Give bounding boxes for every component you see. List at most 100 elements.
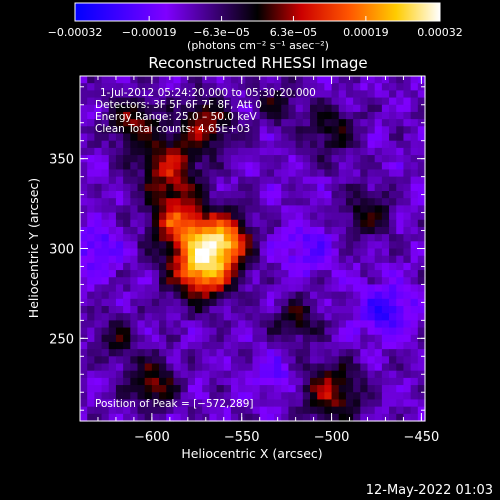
heatmap-cell — [173, 298, 182, 307]
heatmap-cell — [252, 349, 261, 357]
heatmap-cell — [295, 90, 304, 99]
heatmap-cell — [80, 349, 88, 357]
heatmap-cell — [353, 111, 361, 120]
heatmap-cell — [115, 406, 124, 415]
heatmap-cell — [410, 126, 419, 135]
heatmap-cell — [195, 241, 203, 250]
heatmap-cell — [389, 377, 397, 386]
x-axis-ticks: −600 −550 −500 −450 — [97, 76, 439, 445]
heatmap-cell — [417, 385, 426, 393]
heatmap-cell — [360, 176, 369, 185]
heatmap-cell — [223, 392, 232, 401]
heatmap-cell — [245, 377, 254, 386]
heatmap-cell — [295, 255, 304, 264]
heatmap-cell — [417, 97, 426, 106]
heatmap-cell — [245, 176, 254, 185]
heatmap-cell — [389, 291, 397, 300]
heatmap-cell — [331, 392, 340, 401]
heatmap-cell — [123, 356, 131, 365]
annotation-energy-range: Energy Range: 25.0 – 50.0 keV — [95, 111, 257, 123]
heatmap-cell — [252, 270, 261, 278]
heatmap-cell — [302, 363, 311, 372]
heatmap-cell — [302, 198, 311, 206]
heatmap-cell — [360, 406, 369, 415]
heatmap-cell — [410, 162, 419, 171]
heatmap-cell — [166, 133, 175, 142]
heatmap-cell — [238, 198, 246, 206]
heatmap-cell — [396, 83, 405, 91]
heatmap-cell — [338, 234, 347, 242]
heatmap-cell — [317, 413, 325, 422]
heatmap-cell — [245, 183, 254, 192]
heatmap-cell — [259, 126, 268, 135]
heatmap-cell — [87, 406, 95, 415]
heatmap-cell — [338, 183, 347, 192]
heatmap-cell — [274, 198, 282, 206]
heatmap-cell — [381, 277, 390, 286]
heatmap-cell — [195, 198, 203, 206]
heatmap-cell — [396, 298, 405, 307]
heatmap-cell — [238, 241, 246, 250]
heatmap-cell — [230, 140, 239, 149]
heatmap-cell — [223, 248, 232, 257]
heatmap-cell — [195, 341, 203, 350]
heatmap-cell — [403, 226, 412, 235]
heatmap-cell — [310, 356, 318, 365]
heatmap-cell — [137, 205, 146, 214]
heatmap-cell — [389, 219, 397, 228]
heatmap-cell — [302, 104, 311, 113]
heatmap-cell — [374, 277, 383, 286]
heatmap-cell — [266, 212, 275, 221]
heatmap-cell — [396, 406, 405, 415]
heatmap-cell — [130, 392, 139, 401]
heatmap-cell — [266, 183, 275, 192]
heatmap-cell — [238, 226, 246, 235]
heatmap-cell — [101, 126, 110, 135]
heatmap-cell — [281, 234, 290, 242]
heatmap-cell — [403, 270, 412, 278]
heatmap-cell — [87, 334, 95, 343]
heatmap-cell — [324, 219, 333, 228]
heatmap-cell — [94, 298, 103, 307]
heatmap-cell — [144, 306, 153, 314]
heatmap-cell — [130, 234, 139, 242]
heatmap-cell — [159, 349, 167, 357]
heatmap-cell — [94, 104, 103, 113]
heatmap-cell — [295, 219, 304, 228]
heatmap-cell — [259, 219, 268, 228]
heatmap-cell — [310, 262, 318, 271]
heatmap-cell — [223, 370, 232, 379]
heatmap-cell — [302, 119, 311, 127]
heatmap-cell — [223, 183, 232, 192]
heatmap-cell — [223, 205, 232, 214]
heatmap-cell — [389, 248, 397, 257]
heatmap-cell — [137, 327, 146, 336]
heatmap-cell — [108, 291, 117, 300]
heatmap-cell — [302, 248, 311, 257]
heatmap-cell — [381, 241, 390, 250]
heatmap-cell — [381, 119, 390, 127]
heatmap-cell — [381, 270, 390, 278]
heatmap-cell — [274, 334, 282, 343]
heatmap-cell — [223, 126, 232, 135]
heatmap-cell — [288, 320, 297, 329]
heatmap-cell — [166, 370, 175, 379]
heatmap-cell — [274, 219, 282, 228]
heatmap-cell — [324, 140, 333, 149]
heatmap-cell — [123, 205, 131, 214]
heatmap-cell — [202, 126, 210, 135]
heatmap-cell — [187, 162, 196, 171]
heatmap-cell — [209, 169, 218, 178]
heatmap-cell — [159, 147, 167, 156]
heatmap-cell — [389, 176, 397, 185]
heatmap-cell — [324, 320, 333, 329]
heatmap-cell — [266, 219, 275, 228]
heatmap-cell — [80, 212, 88, 221]
heatmap-cell — [266, 140, 275, 149]
heatmap-cell — [209, 370, 218, 379]
heatmap-cell — [245, 334, 254, 343]
heatmap-cell — [166, 126, 175, 135]
heatmap-cell — [381, 377, 390, 386]
heatmap-cell — [209, 176, 218, 185]
heatmap-cell — [202, 277, 210, 286]
